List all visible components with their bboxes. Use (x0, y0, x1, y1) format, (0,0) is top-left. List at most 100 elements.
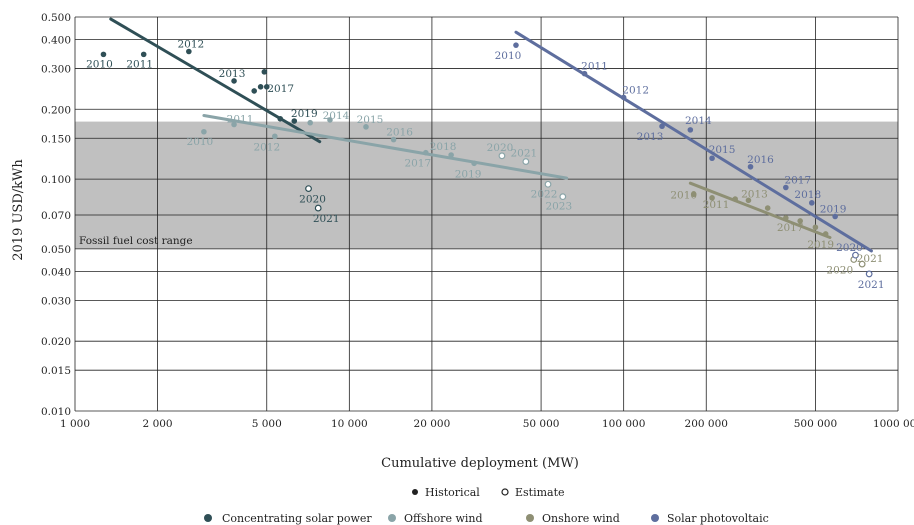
offshore-wind-point (272, 133, 278, 140)
onshore-wind-point-label: 2020 (826, 265, 853, 277)
onshore-wind-point-estimate (858, 260, 866, 268)
y-tick-label: 0.300 (41, 63, 71, 75)
legend-csp-label: Concentrating solar power (222, 512, 372, 525)
offshore-wind-point (231, 121, 237, 128)
solar-photovoltaic-point (659, 123, 665, 130)
y-axis-title: 2019 USD/kWh (11, 159, 26, 261)
y-tick-label: 0.150 (41, 133, 71, 145)
solar-photovoltaic-point-label: 2020 (836, 242, 863, 254)
onshore-wind-point-label: 2010 (670, 189, 697, 201)
onshore-wind-point-label: 2017 (777, 222, 804, 234)
legend-pv-label: Solar photovoltaic (667, 512, 769, 525)
concentrating-solar-power-point-label: 2017 (267, 83, 294, 95)
onshore-wind-point (812, 224, 819, 231)
x-tick-label: 500 000 (794, 418, 837, 430)
concentrating-solar-power-point (100, 51, 107, 58)
onshore-wind-point (783, 215, 789, 221)
solar-photovoltaic-point-estimate (865, 270, 873, 278)
legend-marker-types: Historical Estimate (412, 486, 565, 499)
offshore-wind-point (307, 119, 313, 126)
legend-estimate-label: Estimate (515, 486, 565, 499)
solar-photovoltaic-point (687, 127, 694, 133)
legend-csp-marker (204, 514, 212, 522)
legend-onshore-label: Onshore wind (542, 512, 620, 525)
concentrating-solar-power-point (263, 84, 270, 90)
fossil-fuel-band (75, 121, 898, 249)
y-tick-label: 0.050 (41, 244, 71, 256)
concentrating-solar-power-point (186, 48, 192, 55)
offshore-wind-point-estimate (498, 152, 506, 160)
concentrating-solar-power-point (231, 78, 237, 84)
concentrating-solar-power-point (257, 84, 264, 90)
solar-photovoltaic-point-label: 2016 (747, 154, 774, 166)
onshore-wind-point (732, 196, 738, 202)
offshore-wind-point-label: 2014 (323, 110, 350, 122)
onshore-wind-point (690, 191, 697, 198)
offshore-wind-point-label: 2022 (531, 188, 558, 200)
legend-historical-marker (412, 489, 418, 495)
onshore-wind-point (745, 197, 752, 204)
fossil-fuel-band-label: Fossil fuel cost range (79, 235, 193, 247)
legend-onshore-marker (526, 514, 534, 522)
y-tick-label: 0.020 (41, 336, 71, 348)
x-tick-label: 50 000 (523, 418, 560, 430)
y-tick-label: 0.015 (41, 365, 71, 377)
concentrating-solar-power-point (291, 118, 298, 124)
offshore-wind-point (448, 152, 454, 158)
legend-offshore-label: Offshore wind (404, 512, 483, 525)
offshore-wind-point (423, 149, 429, 156)
y-tick-label: 0.200 (41, 104, 71, 116)
solar-photovoltaic-point (783, 184, 789, 191)
onshore-wind-point (822, 231, 829, 237)
concentrating-solar-power-trend-line (109, 17, 322, 144)
y-tick-label: 0.040 (41, 266, 71, 278)
onshore-wind-point-label: 2019 (807, 239, 834, 251)
solar-photovoltaic-trend-line (514, 30, 873, 253)
x-tick-label: 5 000 (252, 418, 282, 430)
legend-historical-label: Historical (425, 486, 480, 499)
concentrating-solar-power-point-estimate (314, 204, 322, 212)
offshore-wind-point-label: 2019 (455, 168, 482, 180)
solar-photovoltaic-point-label: 2011 (581, 61, 608, 73)
onshore-wind-trend-line (688, 181, 832, 239)
onshore-wind-point-label: 2013 (741, 188, 768, 200)
solar-photovoltaic-point (581, 70, 588, 77)
y-tick-label: 0.070 (41, 210, 71, 222)
x-tick-label: 1000 000 (873, 418, 914, 430)
offshore-wind-point-label: 2017 (404, 158, 431, 170)
offshore-wind-point-estimate (522, 158, 530, 165)
solar-photovoltaic-point-estimate (852, 251, 859, 259)
offshore-wind-point (327, 117, 333, 123)
x-tick-label: 200 000 (685, 418, 728, 430)
offshore-wind-point-label: 2018 (430, 141, 457, 153)
offshore-wind-point-label: 2020 (487, 142, 514, 154)
solar-photovoltaic-point (747, 163, 754, 170)
solar-photovoltaic-point (832, 213, 838, 220)
x-tick-label: 20 000 (414, 418, 451, 430)
solar-photovoltaic-point-label: 2017 (784, 174, 811, 186)
offshore-wind-point-label: 2023 (545, 201, 572, 213)
concentrating-solar-power-point (261, 69, 268, 75)
offshore-wind-point (390, 136, 397, 143)
offshore-wind-point (201, 128, 207, 135)
concentrating-solar-power-point (140, 51, 147, 58)
offshore-wind-point-estimate (544, 180, 552, 188)
offshore-wind-point-label: 2016 (386, 127, 413, 139)
offshore-wind-point (471, 160, 477, 167)
solar-photovoltaic-point-label: 2012 (622, 84, 649, 96)
concentrating-solar-power-point-label: 2013 (219, 68, 246, 80)
solar-photovoltaic-point-label: 2010 (495, 50, 522, 62)
offshore-wind-point-label: 2021 (510, 148, 537, 160)
solar-photovoltaic-point (620, 94, 627, 101)
onshore-wind-point-label: 2021 (857, 253, 884, 265)
solar-photovoltaic-point-label: 2018 (794, 189, 821, 201)
solar-photovoltaic-point-label: 2021 (858, 279, 885, 291)
onshore-wind-point (764, 205, 771, 211)
offshore-wind-point-label: 2015 (357, 114, 384, 126)
solar-photovoltaic-point (709, 155, 715, 162)
concentrating-solar-power-point-label: 2021 (313, 213, 340, 225)
y-tick-label: 0.100 (41, 174, 71, 186)
concentrating-solar-power-point-label: 2010 (86, 58, 113, 70)
y-tick-label: 0.400 (41, 34, 71, 46)
solar-photovoltaic-point-label: 2015 (709, 144, 736, 156)
